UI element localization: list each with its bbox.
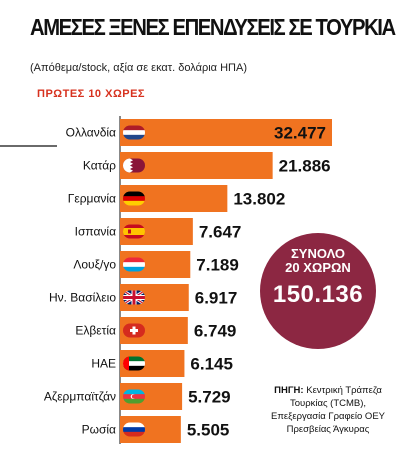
chart-subtitle: (Απόθεμα/stock, αξία σε εκατ. δολάρια ΗΠ…: [30, 62, 247, 74]
bar-row: Κατάρ 21.886: [83, 152, 331, 179]
value-label: 5.729: [188, 388, 231, 407]
total-label-line1: ΣΥΝΟΛΟ: [290, 246, 346, 261]
value-label: 7.189: [196, 256, 239, 275]
qatar-flag: [123, 158, 145, 173]
spain-flag: [123, 224, 145, 239]
total-label: ΣΥΝΟΛΟ 20 ΧΩΡΩΝ: [260, 247, 376, 275]
bar-row: Ισπανία 7.647: [75, 218, 242, 245]
category-label: Ρωσία: [82, 423, 116, 437]
russia-flag: [123, 422, 145, 437]
uae-flag: [123, 356, 145, 371]
value-label: 6.145: [190, 355, 233, 374]
category-label: Ολλανδία: [66, 126, 116, 140]
bar-row: Ελβετία 6.749: [75, 317, 236, 344]
category-label: ΗΑΕ: [91, 357, 116, 371]
source-line2: Τουρκίας (TCMB),: [289, 398, 367, 409]
uk-flag: [123, 290, 145, 305]
chart-title: ΑΜΕΣΕΣ ΞΕΝΕΣ ΕΠΕΝΔΥΣΕΙΣ ΣΕ ΤΟΥΡΚΙΑ: [30, 14, 396, 40]
bar-row: Ην. Βασίλειο 6.917: [49, 284, 237, 311]
category-label: Λουξ/γο: [73, 258, 116, 272]
bar-row: Γερμανία 13.802: [68, 185, 285, 212]
category-label: Ελβετία: [75, 324, 116, 338]
source-line3: Επεξεργασία Γραφείο ΟΕΥ: [271, 411, 385, 422]
value-label: 6.917: [195, 289, 238, 308]
category-label: Ην. Βασίλειο: [49, 291, 116, 305]
bar: [120, 119, 332, 146]
source-label: ΠΗΓΗ:: [274, 385, 304, 396]
value-label: 13.802: [233, 190, 285, 209]
total-badge: ΣΥΝΟΛΟ 20 ΧΩΡΩΝ 150.136: [260, 233, 376, 349]
bar-row: Ολλανδία 32.477: [66, 119, 332, 146]
section-label: ΠΡΩΤΕΣ 10 ΧΩΡΕΣ: [37, 88, 146, 100]
category-label: Ισπανία: [75, 225, 116, 239]
category-label: Αζερμπαϊτζάν: [44, 390, 116, 404]
azerbaijan-flag: [123, 389, 145, 404]
category-label: Κατάρ: [83, 159, 116, 173]
bar-row: ΗΑΕ 6.145: [91, 350, 233, 377]
bar-row: Αζερμπαϊτζάν 5.729: [44, 383, 231, 410]
germany-flag: [123, 191, 145, 206]
total-value: 150.136: [272, 281, 364, 308]
category-label: Γερμανία: [68, 192, 116, 206]
total-label-line2: 20 ΧΩΡΩΝ: [285, 260, 351, 275]
value-label: 6.749: [194, 322, 237, 341]
source-line1: Κεντρική Τράπεζα: [306, 385, 382, 396]
switzerland-flag: [123, 323, 145, 338]
source-line4: Πρεσβείας Άγκυρας: [286, 424, 370, 435]
luxembourg-flag: [123, 257, 145, 272]
netherlands-flag: [123, 125, 145, 140]
value-label: 32.477: [274, 124, 326, 143]
value-label: 21.886: [279, 157, 331, 176]
source-note: ΠΗΓΗ: Κεντρική Τράπεζα Τουρκίας (TCMB), …: [255, 384, 401, 436]
value-label: 5.505: [187, 421, 230, 440]
bar: [120, 152, 273, 179]
bar-row: Ρωσία 5.505: [82, 416, 230, 443]
value-label: 7.647: [199, 223, 242, 242]
bar-row: Λουξ/γο 7.189: [73, 251, 239, 278]
